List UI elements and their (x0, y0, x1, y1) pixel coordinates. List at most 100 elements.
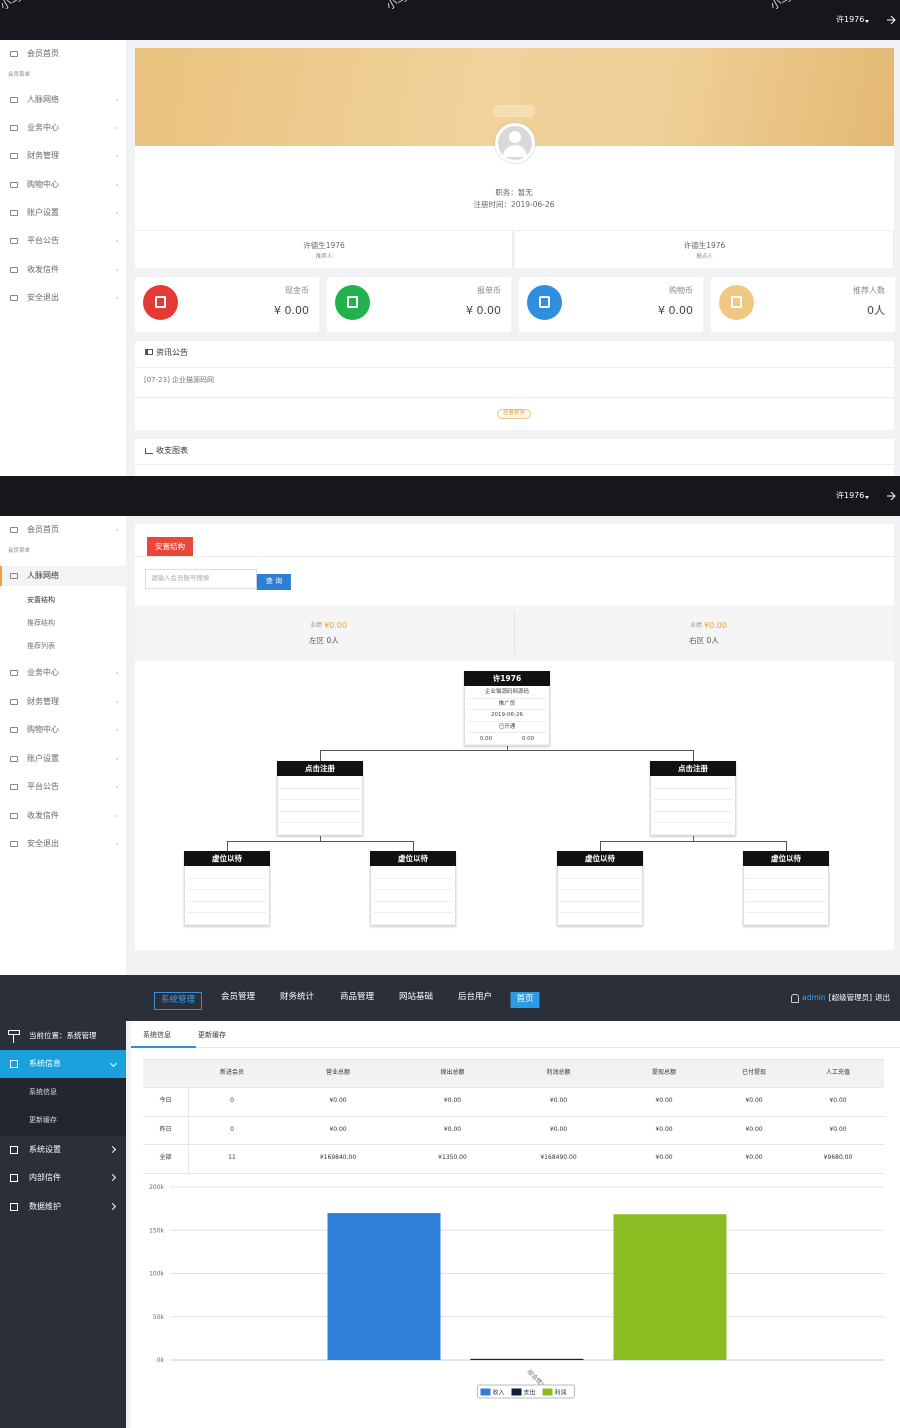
menu-item[interactable]: 购物中心 (27, 725, 59, 735)
menu-icon (10, 527, 18, 533)
menu-arrow (116, 127, 118, 129)
menu-item[interactable]: 会员首页 (27, 525, 59, 535)
tree-row-line (373, 889, 453, 890)
nav-item[interactable]: 会员管理 (220, 992, 256, 1003)
tree-node-title: 点击注册 (305, 763, 335, 773)
tree-row-line (467, 720, 547, 722)
menu-item[interactable]: 收发信件 (27, 265, 59, 275)
menu-item[interactable]: 会员首页 (27, 49, 59, 59)
tree-row-line (187, 912, 267, 913)
submenu-item[interactable]: 推荐结构 (27, 619, 55, 628)
nav-item[interactable]: 商品管理 (339, 992, 375, 1003)
tab-underline (131, 1046, 196, 1048)
menu-icon (10, 267, 18, 273)
submenu-item[interactable]: 更新缓存 (29, 1116, 57, 1125)
table-line (143, 1144, 884, 1145)
table-line (143, 1173, 884, 1174)
table-cell: 11 (228, 1154, 236, 1162)
chart-icon (145, 448, 153, 454)
menu-item[interactable]: 系统信息 (29, 1059, 61, 1069)
tree-row-line (373, 923, 453, 925)
stat-glyph (347, 296, 358, 308)
stat-value: ¥ 0.00 (466, 304, 501, 318)
menu-icon (10, 1174, 18, 1182)
table-line (143, 1059, 884, 1060)
tree-node-header (557, 851, 643, 866)
menu-item[interactable]: 财务管理 (27, 697, 59, 707)
menu-item[interactable]: 财务管理 (27, 151, 59, 161)
search-input[interactable] (145, 569, 257, 589)
menu-section: 会员菜单 (8, 72, 31, 79)
nav-item[interactable]: 财务统计 (279, 992, 315, 1003)
logout-icon[interactable] (886, 15, 896, 25)
menu-icon (10, 210, 18, 216)
menu-icon (10, 97, 18, 103)
menu-arrow (116, 99, 118, 101)
tree-row-line (373, 877, 453, 879)
tree-row-line (467, 732, 547, 733)
nav-item[interactable]: 首页 (510, 992, 540, 1008)
menu-item[interactable]: 业务中心 (27, 123, 59, 133)
nav-item[interactable]: 后台用户 (457, 992, 493, 1003)
notice-item[interactable]: [07-23] 企业猫源码网 (144, 376, 215, 385)
chart-title: 收支图表 (156, 446, 188, 456)
menu-item[interactable]: 购物中心 (27, 180, 59, 190)
chart-card (135, 439, 894, 476)
user-menu[interactable]: 许1976 (836, 15, 865, 25)
stat-glyph (731, 296, 742, 308)
tree-node-header (370, 851, 456, 866)
menu-item[interactable]: 人脉网络 (27, 95, 59, 105)
menu-item[interactable]: 平台公告 (27, 236, 59, 246)
menu-arrow (116, 297, 118, 299)
admin-role: [超级管理员] (828, 993, 872, 1002)
tab-button[interactable]: 安置结构 (147, 536, 193, 558)
logout-icon[interactable] (886, 491, 896, 501)
tree-row-line (280, 787, 360, 789)
search-button[interactable]: 查 询 (256, 574, 292, 590)
menu-item[interactable]: 数据维护 (29, 1202, 61, 1212)
nav-item[interactable]: 网站基础 (398, 992, 434, 1003)
menu-item[interactable]: 内部信件 (29, 1173, 61, 1183)
menu-item[interactable]: 账户设置 (27, 754, 59, 764)
legend-swatch (480, 1388, 491, 1396)
stat-glyph (155, 296, 166, 308)
menu-item[interactable]: 平台公告 (27, 782, 59, 792)
tree-connector (786, 841, 787, 851)
user-icon (791, 993, 800, 1003)
more-button[interactable]: 查看更多 (496, 409, 532, 419)
user-menu[interactable]: 许1976 (836, 491, 865, 501)
table-line (143, 1116, 884, 1117)
nav-item[interactable]: 系统管理 (153, 992, 203, 1010)
table-cell: ¥0.00 (655, 1125, 673, 1133)
tab[interactable]: 系统信息 (143, 1031, 171, 1040)
menu-item[interactable]: 人脉网络 (27, 571, 59, 581)
menu-item[interactable]: 收发信件 (27, 811, 59, 821)
table-cell: ¥0.00 (655, 1097, 673, 1105)
menu-icon (10, 784, 18, 790)
tree-connector (600, 841, 601, 851)
menu-item[interactable]: 安全退出 (27, 293, 59, 303)
menu-arrow (116, 729, 118, 731)
tree-row-line (746, 900, 826, 902)
submenu-item[interactable]: 系统信息 (29, 1088, 57, 1097)
logout[interactable]: 退出 (875, 993, 890, 1002)
top-bar (0, 0, 900, 40)
menu-item[interactable]: 系统设置 (29, 1145, 61, 1155)
menu-icon (10, 1203, 18, 1211)
menu-arrow (116, 184, 118, 186)
menu-arrow (116, 155, 118, 157)
menu-item[interactable]: 安全退出 (27, 839, 59, 849)
stat-icon (335, 285, 370, 320)
avatar (495, 123, 535, 163)
menu-icon (10, 51, 18, 57)
stat-value: ¥ 0.00 (274, 304, 309, 318)
submenu-item[interactable]: 安置结构 (27, 596, 55, 605)
submenu-item[interactable]: 推荐列表 (27, 642, 55, 651)
tree-row-line (653, 799, 733, 800)
menu-section: 会员菜单 (8, 548, 31, 555)
notice-title: 资讯公告 (156, 348, 188, 358)
tab[interactable]: 更新缓存 (198, 1031, 226, 1040)
menu-item[interactable]: 业务中心 (27, 668, 59, 678)
legend: 收入 支出 利润 (477, 1384, 575, 1399)
menu-item[interactable]: 账户设置 (27, 208, 59, 218)
